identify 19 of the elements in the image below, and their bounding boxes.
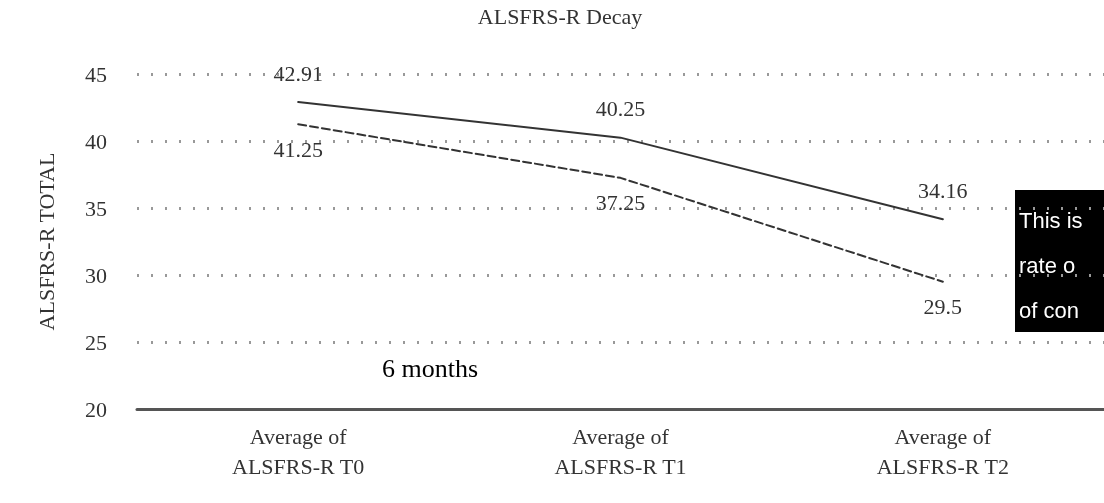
- annotation: This is rate o of con: [1019, 208, 1083, 323]
- annotation: 6 months: [382, 353, 479, 383]
- x-tick-label: Average of ALSFRS-R T1: [554, 423, 687, 479]
- data-label: 40.25: [595, 96, 646, 122]
- y-axis-title: ALSFRS-R TOTAL: [33, 152, 59, 331]
- data-label: 42.91: [273, 60, 323, 86]
- y-tick-label: 40: [85, 128, 107, 154]
- x-tick-label: Average of ALSFRS-R T0: [232, 423, 365, 479]
- y-tick-label: 45: [85, 61, 107, 87]
- y-tick-label: 25: [85, 329, 107, 355]
- data-label: 37.25: [595, 190, 646, 216]
- data-label: 41.25: [273, 136, 323, 162]
- data-label: 34.16: [918, 177, 968, 203]
- y-tick-label: 35: [85, 195, 107, 221]
- y-tick-label: 20: [85, 396, 107, 422]
- y-tick-label: 30: [85, 262, 107, 288]
- data-label: 29.5: [923, 294, 963, 320]
- chart-title: ALSFRS-R Decay: [477, 3, 643, 29]
- x-tick-label: Average of ALSFRS-R T2: [876, 423, 1009, 479]
